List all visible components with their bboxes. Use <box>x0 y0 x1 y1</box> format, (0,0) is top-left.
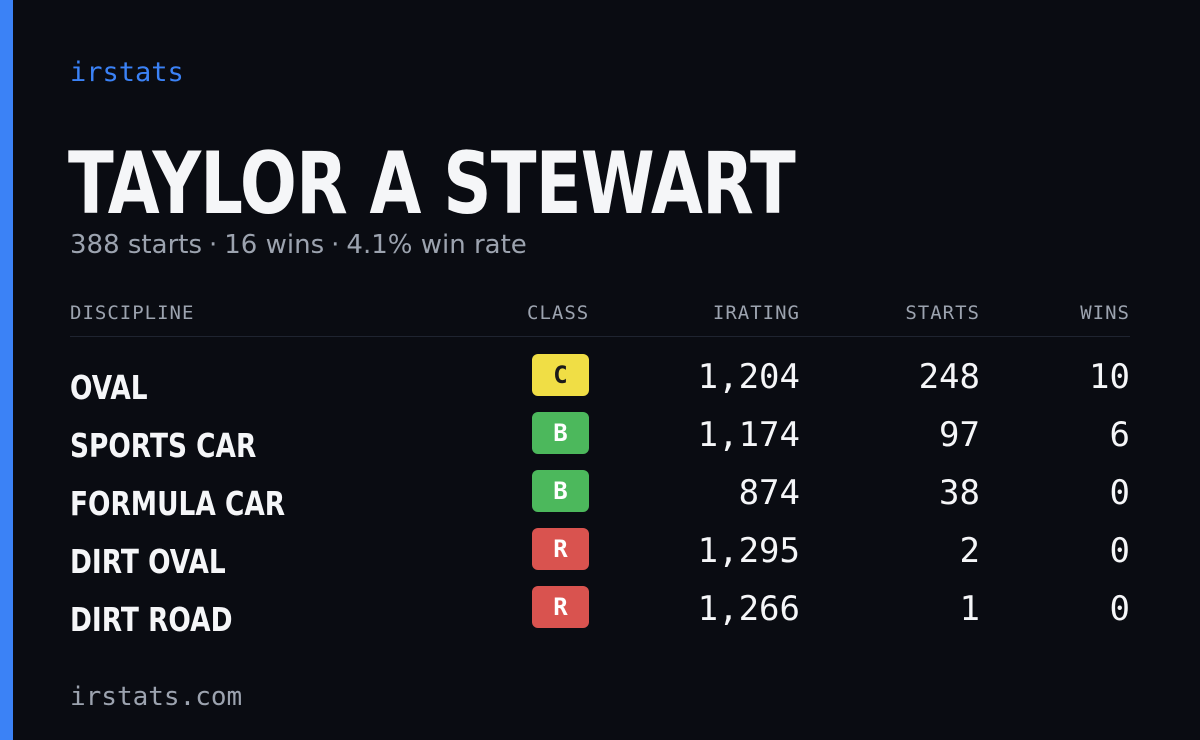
header-discipline: DISCIPLINE <box>70 302 195 324</box>
starts-value: 97 <box>939 415 980 455</box>
table-header: DISCIPLINE CLASS IRATING STARTS WINS <box>70 296 1130 337</box>
wins-value: 0 <box>1109 473 1130 513</box>
wins-value: 0 <box>1109 589 1130 629</box>
starts-value: 2 <box>959 531 980 571</box>
discipline-name: DIRT ROAD <box>70 600 233 639</box>
discipline-name: FORMULA CAR <box>70 484 286 523</box>
class-badge: R <box>532 586 589 628</box>
class-badge: B <box>532 470 589 512</box>
accent-bar <box>0 0 13 740</box>
driver-name: TAYLOR A STEWART <box>68 134 796 234</box>
class-badge: R <box>532 528 589 570</box>
starts-value: 38 <box>939 473 980 513</box>
class-badge: C <box>532 354 589 396</box>
table-body: OVAL C 1,204 248 10 SPORTS CAR B 1,174 9… <box>70 337 1130 643</box>
starts-value: 1 <box>959 589 980 629</box>
table-row: DIRT OVAL R 1,295 2 0 <box>70 527 1130 585</box>
wins-value: 10 <box>1089 357 1130 397</box>
summary-separator: · <box>331 230 340 260</box>
summary-wins: 16 wins <box>224 230 325 260</box>
irating-value: 1,295 <box>697 531 800 571</box>
table-row: OVAL C 1,204 248 10 <box>70 353 1130 411</box>
table-row: DIRT ROAD R 1,266 1 0 <box>70 585 1130 643</box>
driver-summary: 388 starts · 16 wins · 4.1% win rate <box>70 228 527 262</box>
footer-url[interactable]: irstats.com <box>70 682 243 712</box>
header-wins: WINS <box>1080 302 1130 324</box>
discipline-name: DIRT OVAL <box>70 542 226 581</box>
summary-starts: 388 starts <box>70 230 202 260</box>
irating-value: 1,266 <box>697 589 800 629</box>
header-class: CLASS <box>527 302 590 324</box>
discipline-name: OVAL <box>70 368 148 407</box>
summary-win-rate: 4.1% win rate <box>346 230 527 260</box>
wins-value: 0 <box>1109 531 1130 571</box>
brand-logo[interactable]: irstats <box>70 57 184 88</box>
stats-table: DISCIPLINE CLASS IRATING STARTS WINS OVA… <box>70 296 1130 643</box>
header-irating: IRATING <box>712 302 800 324</box>
summary-separator: · <box>209 230 218 260</box>
irating-value: 1,204 <box>697 357 800 397</box>
table-row: SPORTS CAR B 1,174 97 6 <box>70 411 1130 469</box>
irating-value: 874 <box>738 473 800 513</box>
discipline-name: SPORTS CAR <box>70 426 257 465</box>
wins-value: 6 <box>1109 415 1130 455</box>
irating-value: 1,174 <box>697 415 800 455</box>
starts-value: 248 <box>918 357 980 397</box>
table-row: FORMULA CAR B 874 38 0 <box>70 469 1130 527</box>
header-starts: STARTS <box>905 302 980 324</box>
class-badge: B <box>532 412 589 454</box>
